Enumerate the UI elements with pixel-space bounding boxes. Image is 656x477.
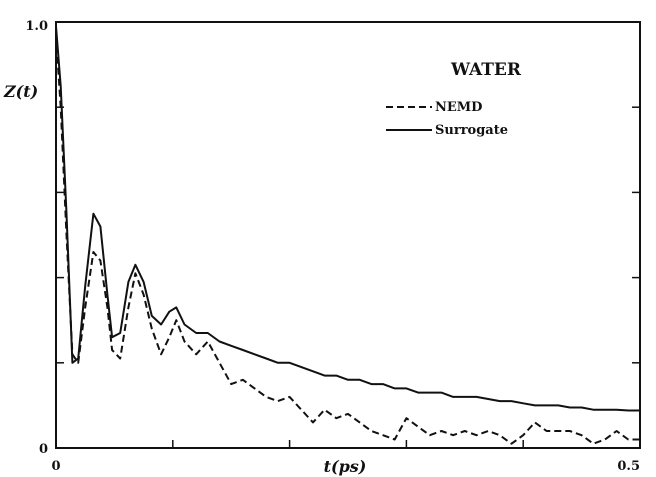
y-tick-label-bottom: 0 [39,442,48,457]
y-axis-label: Z(t) [3,82,38,101]
x-tick-label-right: 0.5 [617,459,640,474]
legend: NEMD Surrogate [386,100,508,138]
legend-label-nemd: NEMD [435,100,482,115]
minor-ticks [56,106,640,448]
legend-label-surrogate: Surrogate [435,123,508,138]
series-line-surrogate [55,26,640,412]
x-axis-label: t(ps) [324,457,367,476]
series-layer [55,26,640,445]
x-tick-label-left: 0 [51,459,60,474]
y-tick-label-top: 1.0 [25,19,48,34]
series-line-nemd [55,34,640,445]
plot-frame [55,21,641,449]
chart-title: WATER [450,60,522,80]
